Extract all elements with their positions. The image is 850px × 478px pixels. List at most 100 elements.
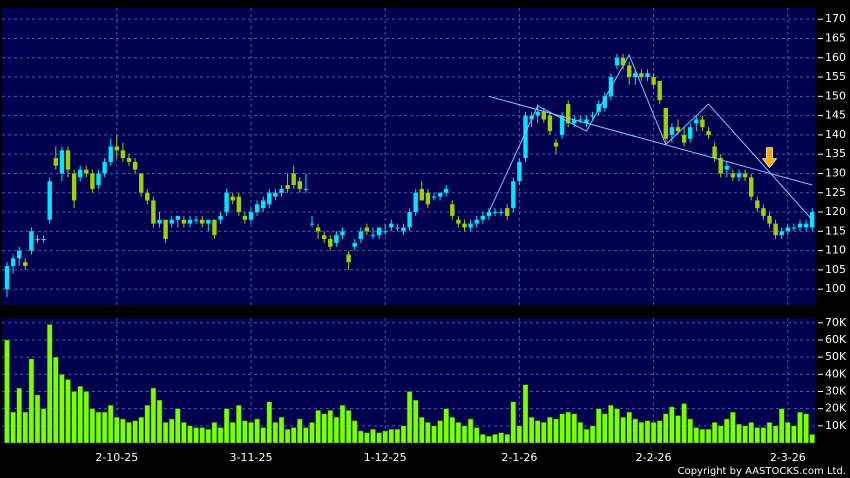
volume-bar	[205, 429, 212, 444]
volume-bar	[168, 418, 175, 444]
candle-body	[200, 219, 205, 224]
volume-bar	[547, 416, 553, 444]
candle-body	[694, 119, 699, 124]
volume-bar	[83, 391, 90, 444]
volume-bar	[242, 420, 248, 444]
y-tick-label: 115	[825, 224, 846, 237]
candle-body	[261, 200, 266, 209]
volume-bar	[717, 425, 724, 444]
candle-body	[126, 158, 132, 162]
arrow-marker	[761, 147, 778, 169]
volume-bar	[181, 422, 187, 444]
candle-body	[779, 231, 784, 236]
candle-body	[267, 192, 272, 205]
volume-bar	[290, 427, 297, 444]
volume-bar	[809, 434, 815, 444]
candle-body	[328, 239, 333, 247]
candle-body	[59, 150, 65, 174]
volume-bar	[455, 422, 462, 444]
candle-body	[755, 200, 760, 209]
volume-bar	[516, 425, 523, 444]
volume-bar	[284, 429, 291, 444]
candle-body	[492, 212, 498, 214]
volume-bar	[559, 413, 565, 444]
price-panel	[2, 8, 815, 305]
candle-body	[279, 188, 284, 193]
candle-body	[254, 204, 260, 213]
y-tick-label: 135	[825, 147, 846, 160]
volume-bar	[187, 425, 193, 444]
volume-bar	[681, 403, 687, 444]
volume-bar	[229, 422, 236, 444]
y-tick-label: 30K	[825, 384, 847, 397]
volume-bar	[339, 404, 346, 444]
volume-bar	[632, 418, 639, 444]
volume-bar	[364, 432, 370, 444]
candle-body	[736, 173, 742, 178]
volume-bar	[236, 404, 242, 444]
x-tick-label: 3-11-25	[230, 451, 273, 464]
y-tick-label: 40K	[825, 367, 847, 380]
volume-bar	[4, 339, 10, 444]
volume-bar	[370, 429, 376, 444]
volume-bar	[376, 432, 382, 444]
candle-body	[419, 188, 424, 201]
candle-body	[23, 262, 28, 267]
volume-bar	[315, 410, 321, 444]
volume-bar	[760, 427, 767, 444]
y-tick-label: 130	[825, 166, 846, 179]
candle-body	[517, 161, 522, 182]
volume-bar	[772, 425, 779, 444]
candle-body	[803, 223, 809, 228]
candle-body	[559, 115, 565, 135]
candle-body	[498, 212, 504, 214]
volume-bar	[699, 429, 706, 444]
candle-body	[383, 231, 388, 233]
volume-bar	[803, 413, 809, 444]
volume-bar	[608, 404, 614, 444]
candle-body	[773, 223, 778, 236]
y-tick-label: 60K	[825, 333, 847, 346]
candle-body	[175, 215, 180, 220]
volume-bar	[406, 391, 413, 444]
y-tick-label: 110	[825, 244, 846, 257]
volume-bar	[59, 374, 65, 444]
volume-bar	[10, 411, 16, 444]
volume-bar	[437, 420, 443, 444]
volume-bar	[589, 425, 596, 444]
candle-body	[730, 173, 736, 178]
candle-body	[407, 212, 412, 228]
volume-bar	[114, 416, 120, 444]
candle-body	[395, 227, 400, 229]
candle-body	[456, 219, 461, 224]
candle-body	[322, 235, 327, 240]
volume-bar	[754, 427, 761, 444]
y-tick-label: 125	[825, 186, 846, 199]
candle-body	[712, 146, 717, 159]
candle-body	[541, 111, 546, 120]
candle-body	[65, 150, 71, 170]
volume-bar	[175, 408, 181, 444]
candle-body	[163, 219, 168, 240]
volume-bar	[65, 379, 71, 444]
volume-bar	[461, 425, 468, 444]
candle-body	[535, 111, 540, 116]
volume-bar	[626, 411, 632, 444]
candle-body	[761, 208, 766, 216]
volume-bar	[22, 411, 29, 444]
volume-bar	[736, 423, 742, 444]
candle-body	[718, 158, 723, 174]
y-tick-label: 10K	[825, 419, 847, 432]
volume-bar	[217, 427, 224, 444]
candle-body	[462, 223, 467, 228]
volume-bar	[620, 416, 626, 444]
volume-bar	[138, 416, 144, 444]
x-tick-label: 2-1-26	[501, 451, 537, 464]
volume-bar	[486, 435, 492, 444]
candle-body	[529, 115, 534, 120]
candle-body	[10, 258, 16, 267]
candle-body	[132, 161, 138, 170]
candle-body	[663, 107, 668, 139]
candle-body	[309, 223, 315, 225]
candle-body	[376, 227, 382, 236]
